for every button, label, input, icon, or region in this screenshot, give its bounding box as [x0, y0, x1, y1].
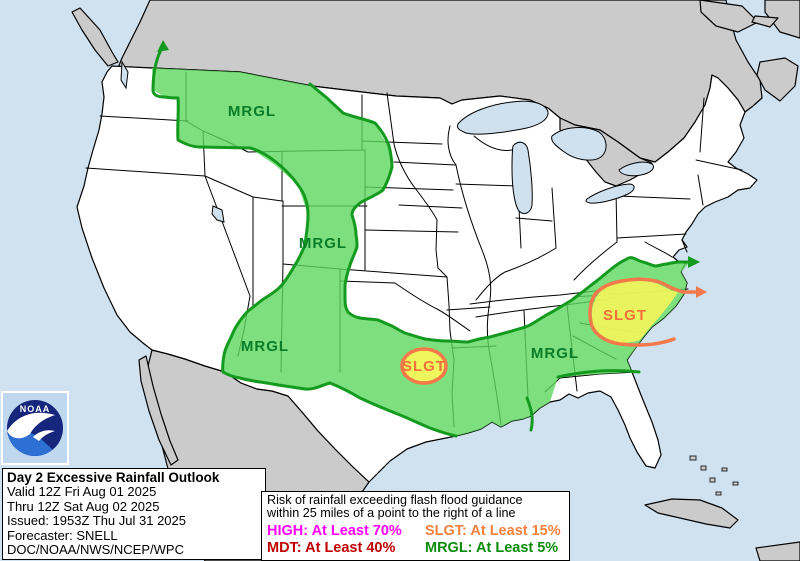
- lake-huron: [551, 127, 607, 161]
- legend-item-slgt: SLGT: At Least 15%: [425, 522, 561, 539]
- slgt-arrow-carolinas: [696, 286, 707, 298]
- hispaniola: [755, 541, 800, 561]
- label-slgt-carolinas: SLGT: [603, 307, 647, 324]
- canada-nova-scotia: [756, 57, 799, 102]
- label-mrgl-southplains: MRGL: [241, 338, 289, 355]
- lake-michigan: [511, 141, 533, 214]
- legend-items: HIGH: At Least 70% SLGT: At Least 15% MD…: [267, 523, 564, 557]
- issued-time: Issued: 1953Z Thu Jul 31 2025: [7, 513, 186, 529]
- mrgl-arrow-virginia: [688, 256, 700, 268]
- great-lakes: [120, 60, 655, 223]
- puget-sound: [120, 60, 129, 90]
- label-slgt-texas: SLGT: [402, 358, 446, 375]
- lake-erie: [585, 183, 635, 204]
- legend-description-line2: within 25 miles of a point to the right …: [267, 506, 516, 521]
- risk-labels: MRGL MRGL MRGL MRGL SLGT SLGT: [228, 103, 647, 375]
- legend-box: Risk of rainfall exceeding flash flood g…: [261, 491, 570, 561]
- agency-name: DOC/NOAA/NWS/NCEP/WPC: [7, 542, 184, 558]
- label-mrgl-southeast: MRGL: [531, 345, 579, 362]
- label-mrgl-rockies: MRGL: [299, 235, 347, 252]
- vancouver-island: [71, 7, 119, 67]
- legend-item-mdt: MDT: At Least 40%: [267, 539, 396, 556]
- mrgl-arrow-northwest: [157, 40, 169, 52]
- legend-description-line1: Risk of rainfall exceeding flash flood g…: [267, 493, 523, 507]
- legend-item-high: HIGH: At Least 70%: [267, 522, 402, 539]
- bahamas-islands: [689, 455, 739, 496]
- noaa-emblem-icon: NOAA: [7, 400, 63, 456]
- label-mrgl-northwest: MRGL: [228, 103, 276, 120]
- mrgl-risk-region: [152, 68, 690, 436]
- slgt-outlines: [588, 277, 707, 347]
- lake-superior: [456, 100, 549, 135]
- canada-pei: [751, 15, 779, 28]
- valid-time: Valid 12Z Fri Aug 01 2025: [7, 484, 157, 500]
- lake-ontario: [618, 161, 655, 177]
- legend-item-mrgl: MRGL: At Least 5%: [425, 539, 559, 556]
- baja-peninsula: [138, 355, 179, 466]
- info-box: Day 2 Excessive Rainfall Outlook Valid 1…: [2, 468, 266, 560]
- mrgl-outlines: [151, 40, 700, 438]
- canada-gaspe: [699, 0, 759, 33]
- forecaster-name: Forecaster: SNELL: [7, 527, 118, 543]
- great-salt-lake: [211, 205, 225, 223]
- slgt-risk-region-texas: [400, 347, 448, 385]
- noaa-logo-text: NOAA: [20, 404, 51, 414]
- thru-time: Thru 12Z Sat Aug 02 2025: [7, 498, 160, 514]
- slgt-risk-region-carolinas: [591, 280, 678, 343]
- canada-newfoundland: [764, 0, 800, 39]
- cuba: [644, 498, 739, 529]
- noaa-logo: NOAA: [1, 391, 69, 465]
- outlook-title: Day 2 Excessive Rainfall Outlook: [7, 470, 220, 485]
